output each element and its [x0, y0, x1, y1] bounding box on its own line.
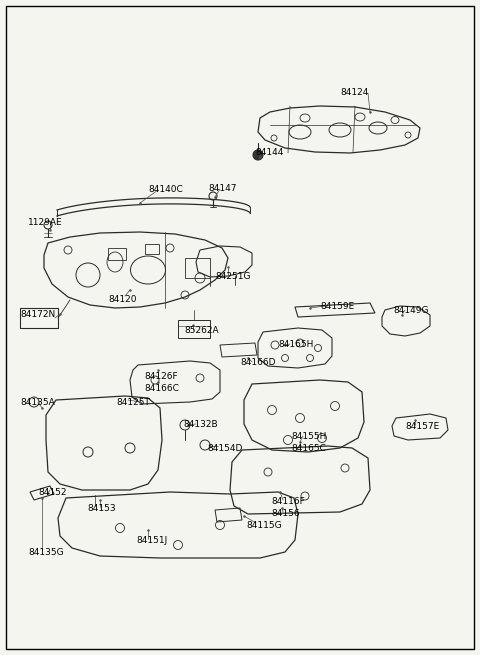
Text: 84155H: 84155H: [291, 432, 326, 441]
Text: 84124: 84124: [340, 88, 368, 97]
Text: 84135G: 84135G: [28, 548, 64, 557]
Text: 84157E: 84157E: [405, 422, 439, 431]
Text: 84115G: 84115G: [246, 521, 282, 530]
Bar: [108, 248, 126, 260]
Text: 84166C: 84166C: [144, 384, 179, 393]
Text: 84165C: 84165C: [291, 444, 326, 453]
Text: 84125T: 84125T: [116, 398, 150, 407]
Text: 85262A: 85262A: [184, 326, 218, 335]
Text: 84144: 84144: [255, 148, 283, 157]
Text: 84172N: 84172N: [20, 310, 55, 319]
Text: 84126F: 84126F: [144, 372, 178, 381]
Bar: [145, 244, 159, 254]
Text: 84159E: 84159E: [320, 302, 354, 311]
Bar: [178, 320, 210, 338]
Text: 84156: 84156: [271, 509, 300, 518]
Text: 84153: 84153: [87, 504, 116, 513]
Text: 84149G: 84149G: [393, 306, 429, 315]
Circle shape: [253, 150, 263, 160]
Text: 84140C: 84140C: [148, 185, 183, 194]
Text: 84135A: 84135A: [20, 398, 55, 407]
Text: 84120: 84120: [108, 295, 136, 304]
Bar: [185, 258, 210, 278]
Text: 84152: 84152: [38, 488, 67, 497]
Text: 84147: 84147: [208, 184, 237, 193]
Bar: [20, 308, 58, 328]
Text: 84151J: 84151J: [136, 536, 167, 545]
Text: 84251G: 84251G: [215, 272, 251, 281]
Text: 84165H: 84165H: [278, 340, 313, 349]
Text: 1129AE: 1129AE: [28, 218, 62, 227]
Text: 84166D: 84166D: [240, 358, 276, 367]
Text: 84154D: 84154D: [207, 444, 242, 453]
Text: 84116F: 84116F: [271, 497, 305, 506]
Text: 84132B: 84132B: [183, 420, 217, 429]
